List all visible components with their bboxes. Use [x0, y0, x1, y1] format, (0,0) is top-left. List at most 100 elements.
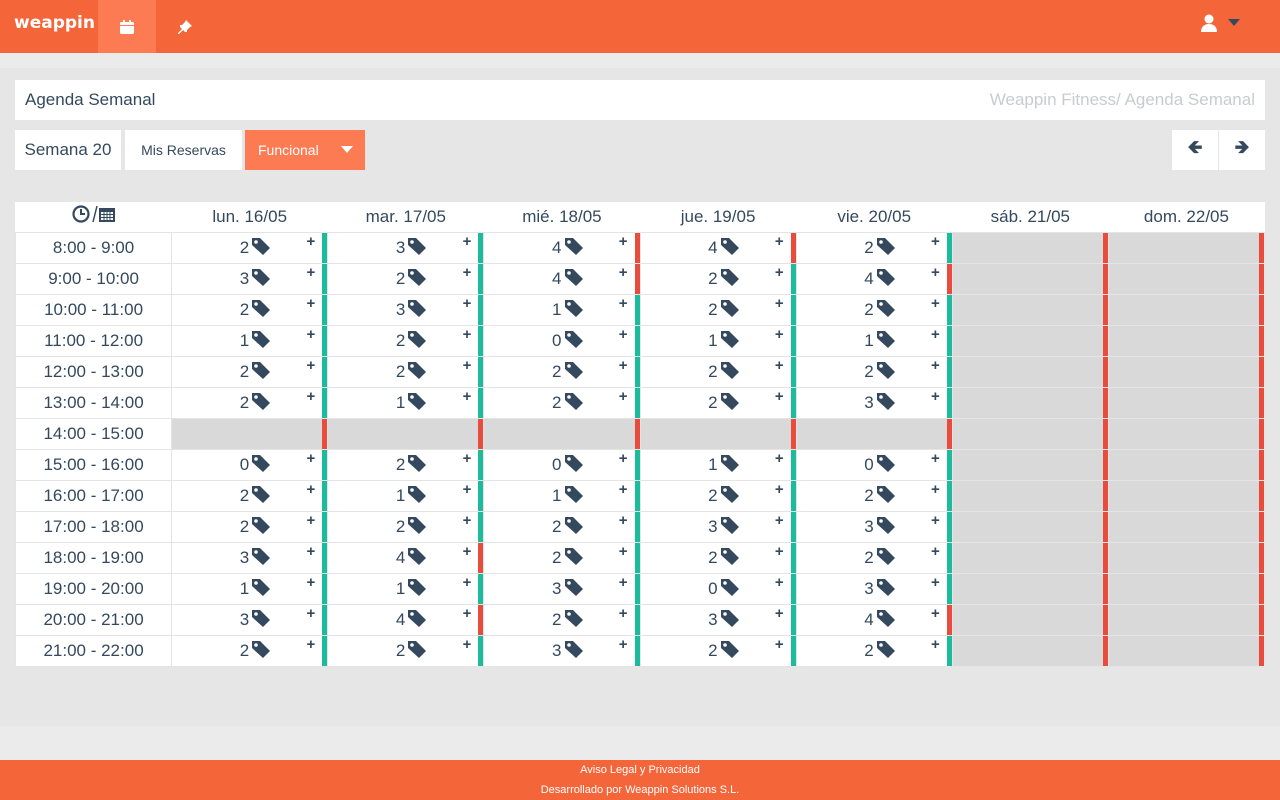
- add-booking-icon[interactable]: +: [774, 325, 784, 343]
- schedule-slot[interactable]: 2 +: [171, 386, 329, 419]
- schedule-slot[interactable]: 2 +: [171, 293, 329, 326]
- schedule-slot[interactable]: 3 +: [795, 386, 953, 419]
- add-booking-icon[interactable]: +: [462, 604, 472, 622]
- add-booking-icon[interactable]: +: [618, 449, 628, 467]
- add-booking-icon[interactable]: +: [462, 356, 472, 374]
- add-booking-icon[interactable]: +: [618, 294, 628, 312]
- next-week-button[interactable]: 🡺: [1219, 130, 1265, 170]
- schedule-slot[interactable]: 3 +: [327, 293, 485, 326]
- add-booking-icon[interactable]: +: [462, 635, 472, 653]
- schedule-slot[interactable]: 2 +: [171, 634, 329, 667]
- add-booking-icon[interactable]: +: [774, 480, 784, 498]
- add-booking-icon[interactable]: +: [306, 480, 316, 498]
- schedule-slot[interactable]: 3 +: [327, 231, 485, 264]
- add-booking-icon[interactable]: +: [774, 635, 784, 653]
- add-booking-icon[interactable]: +: [462, 511, 472, 529]
- schedule-slot[interactable]: 2 +: [795, 293, 953, 326]
- schedule-slot[interactable]: 0 +: [639, 572, 797, 605]
- add-booking-icon[interactable]: +: [618, 604, 628, 622]
- schedule-slot[interactable]: 2 +: [171, 355, 329, 388]
- schedule-slot[interactable]: 1 +: [327, 479, 485, 512]
- schedule-slot[interactable]: 4 +: [795, 262, 953, 295]
- add-booking-icon[interactable]: +: [930, 511, 940, 529]
- add-booking-icon[interactable]: +: [618, 356, 628, 374]
- schedule-slot[interactable]: 2 +: [327, 510, 485, 543]
- schedule-slot[interactable]: 2 +: [171, 510, 329, 543]
- add-booking-icon[interactable]: +: [462, 480, 472, 498]
- schedule-slot[interactable]: 3 +: [795, 510, 953, 543]
- nav-pin[interactable]: [156, 0, 214, 53]
- add-booking-icon[interactable]: +: [306, 449, 316, 467]
- add-booking-icon[interactable]: +: [930, 449, 940, 467]
- add-booking-icon[interactable]: +: [930, 294, 940, 312]
- add-booking-icon[interactable]: +: [618, 232, 628, 250]
- schedule-slot[interactable]: 2 +: [327, 634, 485, 667]
- add-booking-icon[interactable]: +: [774, 542, 784, 560]
- add-booking-icon[interactable]: +: [774, 573, 784, 591]
- add-booking-icon[interactable]: +: [462, 449, 472, 467]
- add-booking-icon[interactable]: +: [306, 573, 316, 591]
- schedule-slot[interactable]: 2 +: [483, 510, 641, 543]
- add-booking-icon[interactable]: +: [930, 573, 940, 591]
- add-booking-icon[interactable]: +: [774, 387, 784, 405]
- schedule-slot[interactable]: 3 +: [483, 572, 641, 605]
- add-booking-icon[interactable]: +: [774, 294, 784, 312]
- add-booking-icon[interactable]: +: [462, 325, 472, 343]
- schedule-slot[interactable]: 2 +: [327, 262, 485, 295]
- nav-calendar[interactable]: [98, 0, 156, 53]
- add-booking-icon[interactable]: +: [306, 325, 316, 343]
- add-booking-icon[interactable]: +: [774, 232, 784, 250]
- add-booking-icon[interactable]: +: [306, 542, 316, 560]
- add-booking-icon[interactable]: +: [306, 635, 316, 653]
- schedule-slot[interactable]: 1 +: [483, 479, 641, 512]
- add-booking-icon[interactable]: +: [462, 573, 472, 591]
- my-bookings-button[interactable]: Mis Reservas: [125, 130, 242, 170]
- schedule-slot[interactable]: 1 +: [639, 448, 797, 481]
- schedule-slot[interactable]: 2 +: [483, 603, 641, 636]
- schedule-slot[interactable]: 4 +: [483, 231, 641, 264]
- add-booking-icon[interactable]: +: [930, 263, 940, 281]
- schedule-slot[interactable]: 4 +: [483, 262, 641, 295]
- schedule-slot[interactable]: 2 +: [795, 634, 953, 667]
- schedule-slot[interactable]: 2 +: [795, 479, 953, 512]
- add-booking-icon[interactable]: +: [930, 542, 940, 560]
- schedule-slot[interactable]: 2 +: [639, 541, 797, 574]
- add-booking-icon[interactable]: +: [306, 604, 316, 622]
- add-booking-icon[interactable]: +: [618, 325, 628, 343]
- schedule-slot[interactable]: 2 +: [639, 634, 797, 667]
- add-booking-icon[interactable]: +: [462, 232, 472, 250]
- legal-link[interactable]: Aviso Legal y Privacidad: [580, 764, 700, 776]
- prev-week-button[interactable]: 🡸: [1172, 130, 1218, 170]
- schedule-slot[interactable]: 2 +: [171, 231, 329, 264]
- add-booking-icon[interactable]: +: [618, 387, 628, 405]
- schedule-slot[interactable]: 4 +: [327, 603, 485, 636]
- schedule-slot[interactable]: 2 +: [639, 293, 797, 326]
- schedule-slot[interactable]: 2 +: [795, 541, 953, 574]
- add-booking-icon[interactable]: +: [930, 232, 940, 250]
- add-booking-icon[interactable]: +: [930, 356, 940, 374]
- add-booking-icon[interactable]: +: [774, 511, 784, 529]
- schedule-slot[interactable]: 2 +: [171, 479, 329, 512]
- add-booking-icon[interactable]: +: [462, 387, 472, 405]
- add-booking-icon[interactable]: +: [306, 294, 316, 312]
- schedule-slot[interactable]: 2 +: [327, 355, 485, 388]
- schedule-slot[interactable]: 1 +: [327, 572, 485, 605]
- schedule-slot[interactable]: 4 +: [795, 603, 953, 636]
- add-booking-icon[interactable]: +: [306, 511, 316, 529]
- add-booking-icon[interactable]: +: [930, 387, 940, 405]
- schedule-slot[interactable]: 2 +: [795, 231, 953, 264]
- schedule-slot[interactable]: 0 +: [483, 324, 641, 357]
- add-booking-icon[interactable]: +: [618, 511, 628, 529]
- schedule-slot[interactable]: 1 +: [639, 324, 797, 357]
- add-booking-icon[interactable]: +: [930, 325, 940, 343]
- schedule-slot[interactable]: 3 +: [639, 510, 797, 543]
- add-booking-icon[interactable]: +: [462, 294, 472, 312]
- schedule-slot[interactable]: 3 +: [171, 541, 329, 574]
- schedule-slot[interactable]: 2 +: [639, 262, 797, 295]
- schedule-slot[interactable]: 2 +: [795, 355, 953, 388]
- add-booking-icon[interactable]: +: [306, 263, 316, 281]
- add-booking-icon[interactable]: +: [618, 573, 628, 591]
- add-booking-icon[interactable]: +: [618, 480, 628, 498]
- schedule-slot[interactable]: 1 +: [483, 293, 641, 326]
- schedule-slot[interactable]: 2 +: [639, 386, 797, 419]
